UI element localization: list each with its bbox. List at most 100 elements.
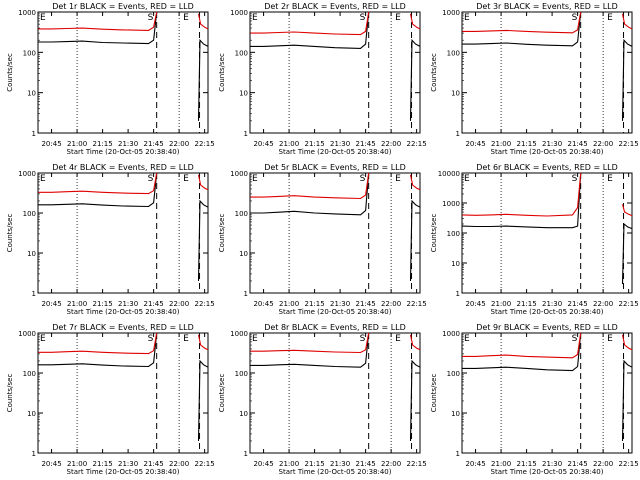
det-4-xtick-label: 21:00 xyxy=(67,300,87,308)
det-1-plot-frame xyxy=(37,11,209,134)
det-7-ytick-label: 10 xyxy=(27,410,36,418)
det-5-ytick-label: 100 xyxy=(235,210,248,218)
det-5-plot-frame xyxy=(249,172,421,294)
det-7-series-red xyxy=(38,332,158,355)
det-2-xtick-label: 21:15 xyxy=(304,140,324,148)
det-6-ytick-label: 1000 xyxy=(442,200,460,208)
det-4-xtick-label: 21:45 xyxy=(144,300,164,308)
det-4-left-marker: E xyxy=(40,174,46,184)
det-6-xtick-label: 20:45 xyxy=(465,300,485,308)
det-8-left-marker: E xyxy=(252,334,258,344)
det-3-series-red xyxy=(462,11,582,34)
det-2-xtick-label: 20:45 xyxy=(253,140,273,148)
det-2-xtick-label: 21:30 xyxy=(330,140,350,148)
det-3-plot-frame xyxy=(461,11,633,134)
det-5-series-black xyxy=(250,172,370,216)
panel-det-1: Det 1r BLACK = Events, RED = LLD 1 10 100 10… xyxy=(6,2,215,156)
det-9-xtick-label: 21:15 xyxy=(516,460,536,468)
det-4-xtick-label: 22:15 xyxy=(195,300,215,308)
det-3-xtick-label: 22:00 xyxy=(593,140,613,148)
det-5-xtick-label: 20:45 xyxy=(253,300,273,308)
det-4-series-red-tail xyxy=(197,174,209,191)
det-3-xtick-label: 21:00 xyxy=(491,140,511,148)
panel-det-5: Det 5r BLACK = Events, RED = LLD 1 10 100 10… xyxy=(218,163,427,316)
det-6-ytick-label: 10000 xyxy=(438,170,460,178)
det-2-xlabel: Start Time (20-Oct-05 20:38:40) xyxy=(279,148,392,156)
det-9-plot-frame xyxy=(461,332,633,454)
det-5-xlabel: Start Time (20-Oct-05 20:38:40) xyxy=(279,308,392,316)
det-2-series-red-tail xyxy=(409,13,421,30)
det-8-xtick-label: 20:45 xyxy=(253,460,273,468)
det-5-ytick-label: 1000 xyxy=(230,170,248,178)
det-5-left-marker: E xyxy=(252,174,258,184)
det-2-series-black-tail xyxy=(409,38,421,121)
det-1-xtick-label: 22:00 xyxy=(169,140,189,148)
det-7-ytick-label: 100 xyxy=(23,370,36,378)
det-3-ylabel: Counts/sec xyxy=(430,53,438,92)
det-9-xtick-label: 20:45 xyxy=(465,460,485,468)
det-8-title: Det 8r BLACK = Events, RED = LLD xyxy=(264,323,406,332)
panel-det-8: Det 8r BLACK = Events, RED = LLD 1 10 100 10… xyxy=(218,323,427,476)
det-9-ytick-label: 1000 xyxy=(442,330,460,338)
panel-det-7: Det 7r BLACK = Events, RED = LLD 1 10 100 10… xyxy=(6,323,215,476)
det-8-ytick-label: 1 xyxy=(244,450,248,458)
det-6-xtick-label: 22:15 xyxy=(619,300,639,308)
det-2-end-marker: E xyxy=(395,13,401,23)
det-3-end-marker: E xyxy=(607,13,613,23)
det-3-xtick-label: 21:45 xyxy=(568,140,588,148)
det-3-xtick-label: 20:45 xyxy=(465,140,485,148)
det-3-xtick-label: 22:15 xyxy=(619,140,639,148)
det-3-start-marker: S xyxy=(572,13,578,23)
det-1-series-black-tail xyxy=(197,38,209,121)
det-9-xtick-label: 21:45 xyxy=(568,460,588,468)
det-1-xtick-label: 22:15 xyxy=(195,140,215,148)
det-6-series-black-tail xyxy=(621,222,633,285)
det-3-xtick-label: 21:30 xyxy=(542,140,562,148)
det-6-series-black xyxy=(462,172,582,229)
panel-det-9: Det 9r BLACK = Events, RED = LLD 1 10 100 10… xyxy=(430,323,639,476)
det-8-start-marker: S xyxy=(360,334,366,344)
det-6-end-marker: E xyxy=(607,174,613,184)
det-8-xlabel: Start Time (20-Oct-05 20:38:40) xyxy=(279,468,392,476)
det-7-series-black-tail xyxy=(197,359,209,442)
det-6-xtick-label: 22:00 xyxy=(593,300,613,308)
det-8-xtick-label: 21:30 xyxy=(330,460,350,468)
det-3-xlabel: Start Time (20-Oct-05 20:38:40) xyxy=(491,148,604,156)
det-4-series-red xyxy=(38,172,158,195)
det-4-xtick-label: 20:45 xyxy=(41,300,61,308)
det-9-xtick-label: 21:30 xyxy=(542,460,562,468)
det-8-end-marker: E xyxy=(395,334,401,344)
det-9-xtick-label: 21:00 xyxy=(491,460,511,468)
det-5-xtick-label: 21:30 xyxy=(330,300,350,308)
det-3-ytick-label: 10 xyxy=(451,90,460,98)
det-8-ytick-label: 10 xyxy=(239,410,248,418)
det-1-ylabel: Counts/sec xyxy=(6,53,14,92)
det-4-ytick-label: 1 xyxy=(32,290,36,298)
det-8-series-red xyxy=(250,332,370,354)
det-3-series-black-tail xyxy=(621,38,633,121)
det-1-xlabel: Start Time (20-Oct-05 20:38:40) xyxy=(67,148,180,156)
det-8-ylabel: Counts/sec xyxy=(218,374,226,413)
det-3-series-red-tail xyxy=(621,13,633,30)
det-7-xtick-label: 21:15 xyxy=(92,460,112,468)
det-6-xtick-label: 21:30 xyxy=(542,300,562,308)
det-1-ytick-label: 100 xyxy=(23,49,36,57)
det-7-xtick-label: 22:15 xyxy=(195,460,215,468)
det-8-xtick-label: 21:00 xyxy=(279,460,299,468)
det-2-plot-frame xyxy=(249,11,421,134)
panel-det-6: Det 6r BLACK = Events, RED = LLD 1 10 100 10… xyxy=(430,163,639,316)
det-4-end-marker: E xyxy=(183,174,189,184)
det-5-start-marker: S xyxy=(360,174,366,184)
det-2-ytick-label: 10 xyxy=(239,90,248,98)
det-8-xtick-label: 21:45 xyxy=(356,460,376,468)
det-6-xtick-label: 21:45 xyxy=(568,300,588,308)
det-9-title: Det 9r BLACK = Events, RED = LLD xyxy=(476,323,618,332)
det-2-xtick-label: 22:15 xyxy=(407,140,427,148)
det-7-xtick-label: 21:30 xyxy=(118,460,138,468)
det-7-xtick-label: 22:00 xyxy=(169,460,189,468)
det-6-ytick-label: 10 xyxy=(451,260,460,268)
det-2-xtick-label: 21:45 xyxy=(356,140,376,148)
det-6-xlabel: Start Time (20-Oct-05 20:38:40) xyxy=(491,308,604,316)
det-7-end-marker: E xyxy=(183,334,189,344)
det-2-left-marker: E xyxy=(252,13,258,23)
